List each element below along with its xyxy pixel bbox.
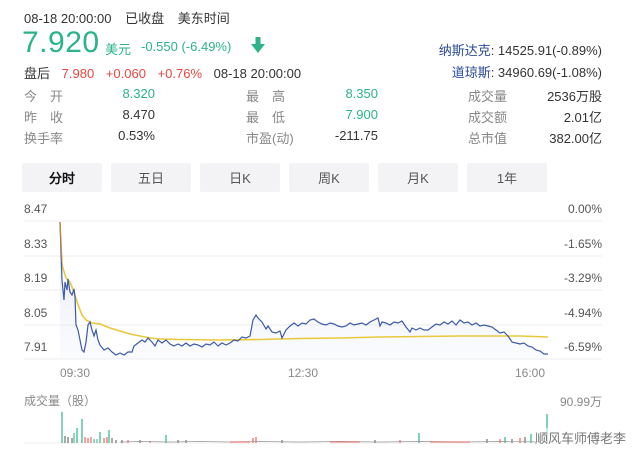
volume-max-label: 90.99万 [559,395,602,409]
chart-period-tabs: 分时 五日 日K 周K 月K 1年 [22,163,547,192]
tab-monthly-k[interactable]: 月K [378,163,458,192]
y-axis-right-label: -1.65% [563,237,602,251]
y-axis-left-label: 8.33 [24,237,48,251]
y-axis-left-label: 8.47 [24,202,48,216]
stat-value-turnover-amount: 2.01亿 [563,110,602,125]
stat-label-open: 今 开 [24,89,64,104]
index-name: 纳斯达克 [438,43,491,58]
after-hours-time: 08-18 20:00:00 [213,66,302,81]
index-value: : 34960.69(-1.08%) [490,65,602,80]
index-name: 道琼斯 [451,65,491,80]
stat-label-turnover-rate: 换手率 [24,131,64,146]
stat-label-market-cap: 总市值 [468,131,508,146]
price-line [59,221,548,356]
quote-header: 08-18 20:00:00 已收盘 美东时间 [24,8,240,27]
y-axis-left-label: 7.91 [24,340,48,354]
stat-label-prev-close: 昨 收 [24,110,64,125]
watermark: 顺风车师傅老李 [535,428,627,447]
stat-label-turnover-amount: 成交额 [468,110,508,125]
quote-datetime: 08-18 20:00:00 [24,11,112,26]
volume-bars-down [61,412,548,443]
stat-label-low: 最 低 [246,110,286,125]
stat-value-turnover-rate: 0.53% [118,128,155,143]
after-hours-change-pct: +0.76% [157,66,203,81]
after-hours-change: +0.060 [105,66,146,81]
opening-spike [59,221,63,263]
tab-weekly-k[interactable]: 周K [289,163,369,192]
x-axis-label: 09:30 [60,366,91,380]
down-arrow-icon [251,37,265,53]
stat-label-volume: 成交量 [468,89,508,104]
stat-value-market-cap: 382.00亿 [549,131,602,146]
stat-label-pe: 市盈(动) [246,131,294,146]
y-axis-right-label: 0.00% [567,202,602,216]
index-value: : 14525.91(-0.89%) [490,43,602,58]
volume-title: 成交量（股） [24,394,97,408]
index-nasdaq[interactable]: 纳斯达克: 14525.91(-0.89%) [439,40,602,59]
x-axis-label: 12:30 [288,366,319,380]
after-hours-price: 7.980 [61,66,95,81]
after-hours-label: 盘后 [24,66,51,81]
stat-label-high: 最 高 [246,89,286,104]
stat-value-open: 8.320 [122,86,155,101]
stat-value-low: 7.900 [345,107,378,122]
stat-value-volume: 2536万股 [547,89,602,104]
market-status: 已收盘 [125,11,165,26]
tab-one-year[interactable]: 1年 [467,163,547,192]
y-axis-left-label: 8.05 [24,306,48,320]
tab-daily-k[interactable]: 日K [200,163,280,192]
price-area-fill [60,222,548,359]
y-axis-right-label: -6.59% [563,340,602,354]
stat-value-pe: -211.75 [334,128,378,143]
avg-price-line [59,221,549,341]
x-axis-label: 16:00 [515,366,546,380]
y-axis-right-label: -4.94% [563,306,602,320]
after-hours-line: 盘后 7.980 +0.060 +0.76% 08-18 20:00:00 [24,63,309,82]
y-axis-left-label: 8.19 [24,271,48,285]
stat-value-prev-close: 8.470 [122,107,155,122]
intraday-price-chart[interactable] [0,195,640,365]
tab-five-day[interactable]: 五日 [111,163,191,192]
price-change: -0.550 (-6.49%) [141,39,232,54]
y-axis-right-label: -3.29% [563,271,602,285]
tab-intraday[interactable]: 分时 [22,163,102,192]
timezone-label: 美东时间 [177,11,230,26]
stat-value-high: 8.350 [345,86,378,101]
currency-label: 美元 [105,42,132,57]
index-dow[interactable]: 道琼斯: 34960.69(-1.08%) [452,62,602,81]
current-price: 7.920 [22,26,100,59]
